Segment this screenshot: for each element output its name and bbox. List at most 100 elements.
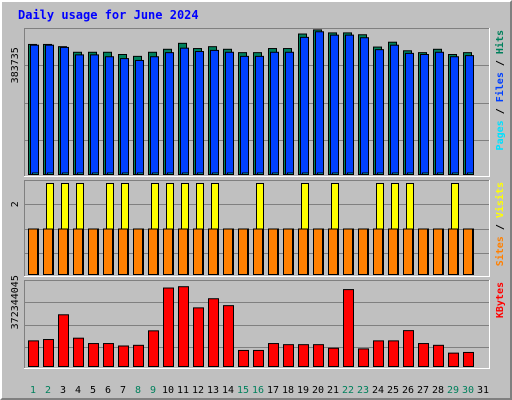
bar-files [360, 37, 369, 176]
bar-kbytes [58, 314, 69, 368]
bar-files [270, 51, 279, 175]
bar-pages [302, 172, 309, 175]
x-tick-label: 31 [477, 385, 489, 396]
legend-item: KBytes [495, 282, 506, 318]
bar-pages [137, 172, 144, 175]
bar-kbytes [268, 343, 279, 367]
bar-files [405, 52, 414, 176]
bar-pages [62, 172, 69, 175]
bar-files [105, 56, 114, 175]
bar-sites [28, 228, 38, 275]
x-tick-label: 9 [150, 385, 156, 396]
bar-files [450, 56, 459, 175]
bar-pages [467, 172, 474, 175]
bar-pages [182, 172, 189, 175]
bar-pages [347, 172, 354, 175]
bar-files [240, 55, 249, 176]
bar-pages [107, 172, 114, 175]
bar-sites [253, 228, 263, 275]
x-tick-label: 8 [135, 385, 141, 396]
bar-files [435, 51, 444, 175]
bar-kbytes [73, 337, 84, 367]
bar-pages [287, 172, 294, 175]
bar-sites [433, 228, 443, 275]
x-tick-label: 19 [297, 385, 309, 396]
hits-files-pages-legend: Pages / Files / Hits [494, 30, 506, 150]
bar-pages [377, 172, 384, 175]
bar-pages [167, 172, 174, 175]
bar-kbytes [358, 348, 369, 368]
bar-kbytes [43, 339, 54, 367]
bar-files [285, 51, 294, 175]
bar-files [195, 51, 204, 176]
bar-kbytes [208, 298, 219, 367]
bar-files [90, 54, 99, 175]
bar-files [315, 31, 324, 176]
x-tick-label: 17 [267, 385, 279, 396]
x-tick-label: 26 [402, 385, 414, 396]
bar-sites [43, 228, 53, 275]
x-tick-label: 23 [357, 385, 369, 396]
bar-pages [422, 172, 429, 175]
bar-sites [178, 228, 188, 275]
x-tick-label: 3 [60, 385, 66, 396]
bar-files [375, 49, 384, 175]
x-tick-label: 20 [312, 385, 324, 396]
bar-kbytes [373, 340, 384, 368]
bar-files [465, 55, 474, 175]
bar-kbytes [388, 340, 399, 368]
bar-kbytes [133, 344, 144, 367]
x-tick-label: 1 [30, 385, 36, 396]
bar-sites [298, 228, 308, 275]
bar-pages [317, 172, 324, 175]
x-tick-label: 15 [237, 385, 249, 396]
kbytes-ytick-label: 372344045 [10, 275, 21, 329]
bar-kbytes [88, 343, 99, 367]
bar-kbytes [403, 330, 414, 367]
bar-pages [77, 172, 84, 175]
bar-sites [103, 228, 113, 275]
bar-files [30, 44, 39, 175]
bar-kbytes [463, 351, 474, 368]
bar-files [390, 44, 399, 175]
bar-files [120, 58, 129, 175]
x-tick-label: 7 [120, 385, 126, 396]
bar-files [345, 34, 354, 175]
bar-kbytes [298, 344, 309, 367]
x-tick-label: 2 [45, 385, 51, 396]
bar-pages [362, 172, 369, 175]
x-tick-label: 16 [252, 385, 264, 396]
bar-kbytes [223, 305, 234, 367]
bar-pages [152, 172, 159, 175]
x-tick-label: 13 [207, 385, 219, 396]
bar-files [60, 46, 69, 176]
x-tick-label: 28 [432, 385, 444, 396]
bar-files [210, 49, 219, 176]
bar-pages [197, 172, 204, 175]
bar-files [180, 47, 189, 175]
bar-files [420, 54, 429, 176]
x-tick-label: 6 [105, 385, 111, 396]
bar-sites [388, 228, 398, 275]
bar-pages [437, 172, 444, 175]
bar-sites [418, 228, 428, 275]
bar-sites [358, 228, 368, 275]
bar-kbytes [313, 344, 324, 367]
bar-pages [257, 172, 264, 175]
x-tick-label: 22 [342, 385, 354, 396]
bar-pages [47, 172, 54, 175]
bar-pages [332, 172, 339, 175]
bar-sites [193, 228, 203, 275]
bar-sites [163, 228, 173, 275]
bar-pages [407, 172, 414, 175]
bar-sites [283, 228, 293, 275]
bar-pages [452, 172, 459, 175]
bar-files [135, 59, 144, 176]
x-tick-label: 25 [387, 385, 399, 396]
bar-files [300, 36, 309, 175]
legend-item: Visits [494, 182, 506, 218]
bar-sites [463, 228, 473, 275]
bar-sites [73, 228, 83, 275]
bar-sites [148, 228, 158, 275]
